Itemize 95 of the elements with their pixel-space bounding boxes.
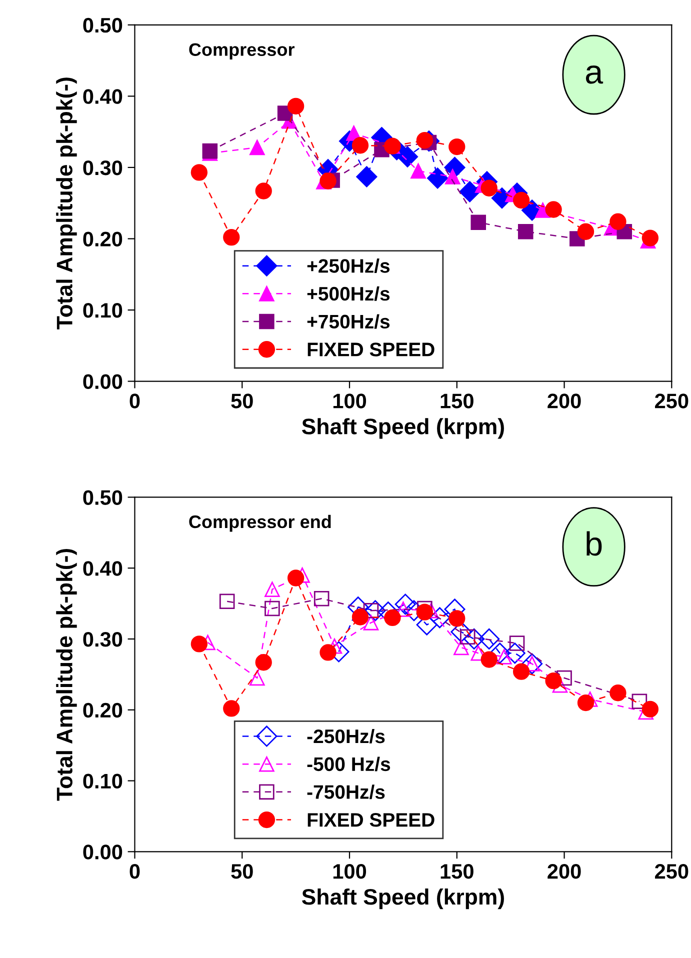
x-tick-label: 250	[654, 394, 688, 408]
point	[264, 582, 280, 597]
point	[255, 654, 272, 671]
x-tick-label: 0	[130, 394, 140, 408]
point	[470, 214, 486, 230]
legend-label: -250Hz/s	[307, 728, 385, 744]
point	[577, 223, 594, 240]
point	[504, 642, 526, 664]
annotation: Compressor	[189, 43, 295, 60]
y-tick-label: 0.10	[83, 303, 122, 318]
x-tick-label: 200	[548, 394, 581, 408]
x-tick-label: 50	[231, 864, 253, 879]
annotation: a	[586, 65, 604, 84]
y-tick-label: 0.40	[83, 89, 122, 104]
annotation: Compressor end	[189, 514, 331, 532]
point	[287, 98, 304, 114]
point	[396, 146, 418, 168]
legend-label: -750Hz/s	[307, 784, 385, 800]
point	[610, 213, 626, 230]
point	[427, 168, 448, 189]
x-tick-label: 100	[333, 864, 366, 879]
point	[478, 628, 500, 650]
point	[448, 138, 466, 156]
point	[545, 672, 562, 690]
point	[556, 670, 572, 686]
point	[223, 700, 240, 717]
point	[190, 636, 208, 652]
point	[320, 172, 336, 190]
point	[320, 644, 336, 661]
point	[416, 132, 434, 149]
y-tick-label: 0.20	[83, 232, 122, 246]
y-tick-label: 0.20	[83, 702, 122, 718]
point	[190, 164, 208, 181]
point	[250, 140, 265, 156]
x-tick-label: 100	[333, 394, 366, 408]
x-tick-label: 150	[440, 394, 474, 408]
y-tick-label: 0.00	[83, 374, 122, 390]
point	[545, 201, 562, 218]
y-tick-label: 0.40	[83, 561, 122, 576]
point	[480, 651, 498, 668]
point	[264, 600, 280, 616]
annotation: b	[586, 531, 602, 556]
point	[429, 607, 450, 628]
point	[454, 640, 469, 656]
point	[255, 182, 272, 200]
point	[364, 600, 386, 622]
y-axis-title: Total Amplitude pk-pk(-)	[56, 548, 77, 801]
point	[219, 594, 235, 610]
x-tick-label: 200	[548, 864, 581, 879]
legend-label: FIXED SPEED	[308, 813, 434, 827]
y-tick-label: 0.00	[83, 844, 122, 860]
point	[416, 604, 434, 620]
legend-label: +500Hz/s	[307, 286, 390, 301]
point	[448, 610, 466, 627]
point	[480, 180, 498, 196]
y-tick-label: 0.50	[83, 490, 122, 505]
point	[444, 169, 460, 184]
point	[287, 570, 304, 586]
x-axis-title: Shaft Speed (krpm)	[302, 888, 504, 910]
point	[410, 163, 426, 179]
point	[610, 684, 626, 702]
legend-label: +250Hz/s	[307, 258, 390, 274]
point	[642, 700, 659, 718]
point	[459, 181, 480, 202]
x-tick-label: 250	[654, 864, 688, 879]
point	[512, 192, 530, 209]
point	[489, 642, 510, 664]
point	[223, 228, 240, 246]
point	[250, 670, 265, 686]
legend-label: +750Hz/s	[307, 314, 390, 329]
point	[352, 137, 369, 154]
point	[384, 609, 401, 626]
y-tick-label: 0.30	[83, 160, 122, 176]
point	[512, 663, 530, 680]
x-tick-label: 0	[130, 864, 140, 879]
point	[632, 694, 648, 710]
legend-label: -500 Hz/s	[307, 756, 390, 772]
y-tick-label: 0.30	[83, 632, 122, 647]
point	[356, 166, 378, 188]
point	[642, 230, 659, 246]
point	[314, 590, 330, 606]
x-tick-label: 50	[231, 394, 253, 408]
point	[363, 615, 379, 630]
y-axis-title: Total Amplitude pk-pk(-)	[56, 78, 77, 330]
point	[352, 608, 369, 626]
y-tick-label: 0.10	[83, 774, 122, 789]
point	[394, 594, 416, 615]
y-tick-label: 0.50	[83, 18, 122, 33]
point	[509, 636, 525, 651]
x-axis-title: Shaft Speed (krpm)	[302, 418, 504, 439]
point	[518, 224, 534, 240]
point	[464, 628, 485, 650]
x-tick-label: 150	[440, 864, 474, 879]
legend-label: FIXED SPEED	[308, 342, 434, 356]
point	[577, 694, 594, 712]
